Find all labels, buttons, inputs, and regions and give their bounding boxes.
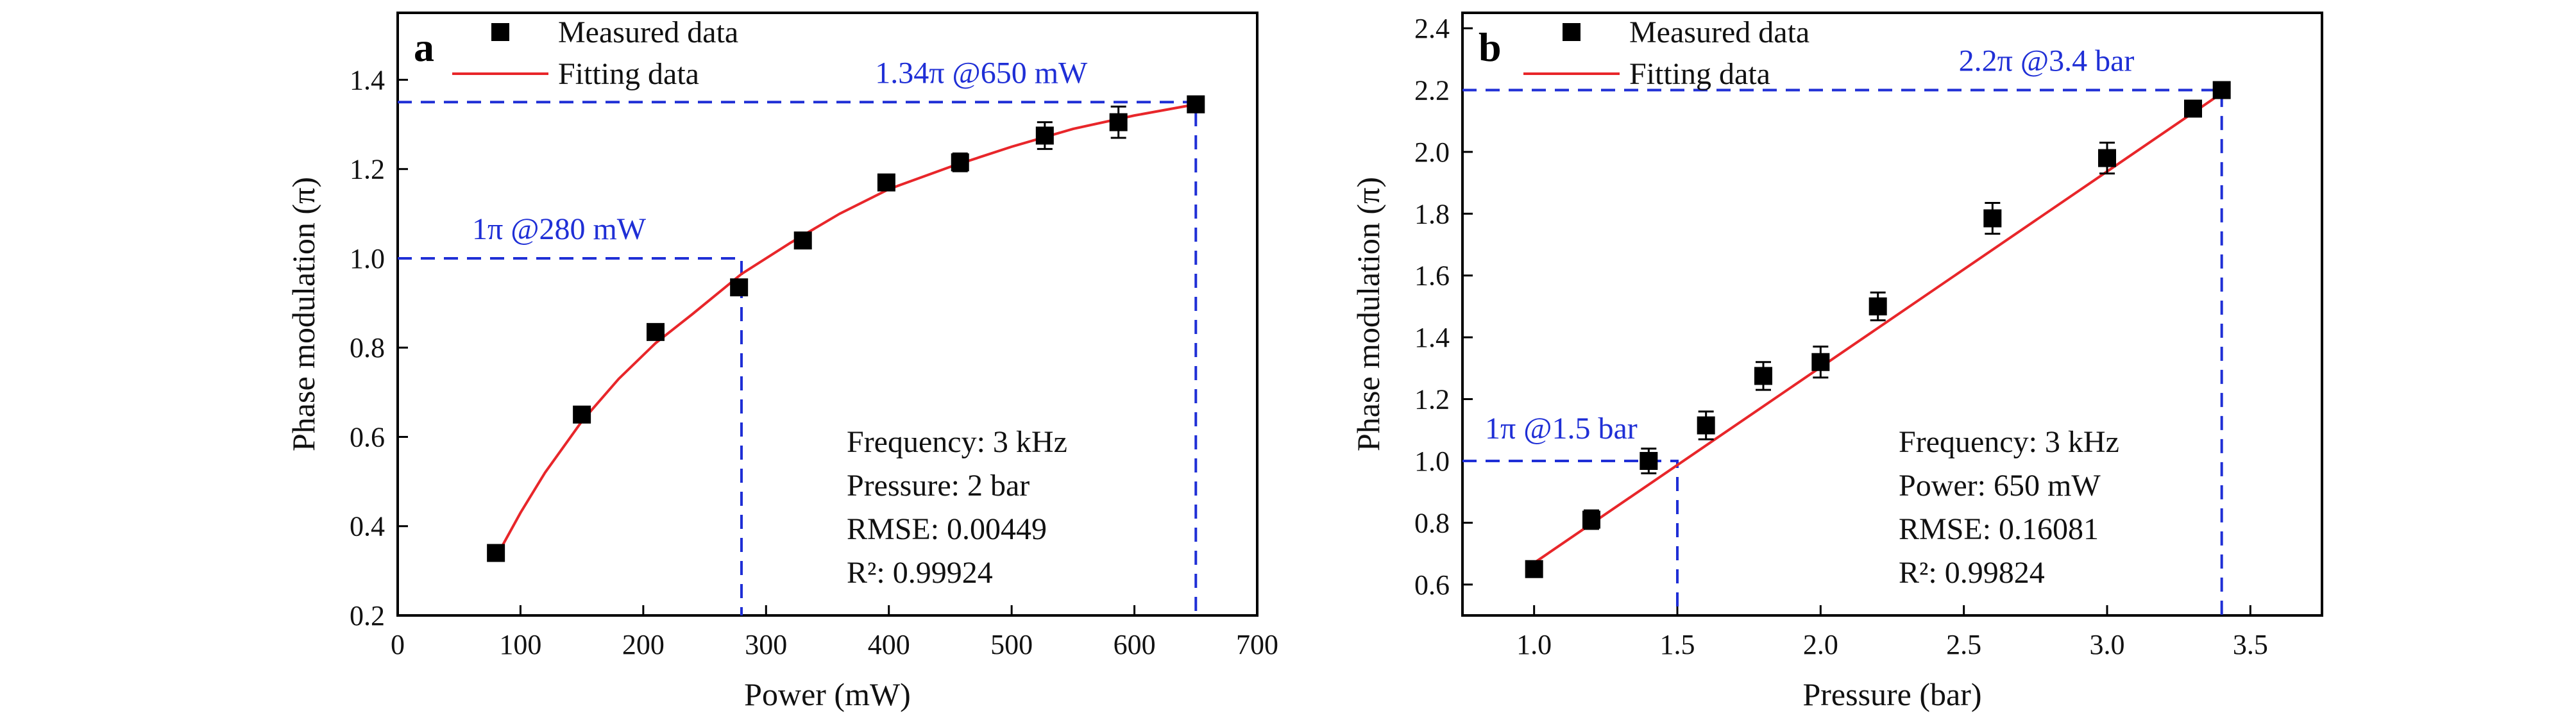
y-axis-title-b: Phase modulation (π) <box>1350 177 1386 451</box>
plot-frame-b <box>1461 12 2323 617</box>
y-axis-title-a: Phase modulation (π) <box>285 177 321 451</box>
x-tick-label-b: 3.5 <box>2233 629 2268 660</box>
y-tick-label-a: 1.2 <box>350 154 385 185</box>
guide-line-b <box>1462 88 2223 615</box>
data-point-a <box>793 231 812 250</box>
guide-line-a <box>398 101 1198 615</box>
note-line-a: Frequency: 3 kHz <box>847 425 1067 459</box>
data-point-a <box>1187 95 1205 113</box>
legend-label-fitting-a: Fitting data <box>558 57 699 91</box>
data-point-b <box>1525 560 1543 578</box>
data-point-b <box>1983 209 2002 228</box>
note-line-b: Power: 650 mW <box>1899 469 2101 503</box>
data-point-a <box>647 322 665 341</box>
note-line-b: RMSE: 0.16081 <box>1899 512 2099 546</box>
data-point-a <box>1109 113 1128 131</box>
y-tick-label-a: 1.4 <box>350 64 385 96</box>
legend-label-measured-b: Measured data <box>1629 15 1809 49</box>
data-point-b <box>1640 451 1658 470</box>
x-axis-title-b: Pressure (bar) <box>1802 676 1981 712</box>
panel-letter-a: a <box>414 24 434 70</box>
x-tick-label-b: 2.5 <box>1946 629 1981 660</box>
note-line-a: R²: 0.99924 <box>847 556 993 590</box>
data-point-b <box>2212 81 2231 99</box>
fit-line-a <box>495 103 1196 558</box>
legend-label-fitting-b: Fitting data <box>1629 57 1770 91</box>
y-tick-label-a: 0.6 <box>350 421 385 453</box>
annotation-b: 1π @1.5 bar <box>1485 412 1638 446</box>
data-point-b <box>1582 510 1600 529</box>
legend-marker-a <box>491 23 509 41</box>
x-tick-label-a: 200 <box>622 629 665 660</box>
data-point-b <box>2098 149 2116 167</box>
annotation-b: 2.2π @3.4 bar <box>1959 44 2135 78</box>
x-tick-label-a: 100 <box>499 629 541 660</box>
data-point-a <box>573 405 591 424</box>
note-line-b: R²: 0.99824 <box>1899 556 2045 590</box>
panel-letter-b: b <box>1479 24 1502 70</box>
y-tick-label-b: 2.4 <box>1414 13 1450 44</box>
y-tick-label-b: 0.8 <box>1414 507 1450 539</box>
x-tick-label-a: 500 <box>990 629 1033 660</box>
annotation-a: 1π @280 mW <box>472 212 647 246</box>
guide-line-a <box>398 256 743 615</box>
guide-line-b <box>1462 459 1679 615</box>
x-tick-label-a: 300 <box>745 629 787 660</box>
y-tick-label-b: 1.4 <box>1414 322 1450 353</box>
y-tick-label-a: 0.2 <box>350 600 385 631</box>
note-line-b: Frequency: 3 kHz <box>1899 425 2119 459</box>
data-point-a <box>951 153 969 172</box>
y-tick-label-b: 0.6 <box>1414 569 1450 601</box>
fit-line-b <box>1533 92 2223 564</box>
x-axis-title-a: Power (mW) <box>744 676 911 712</box>
y-tick-label-b: 2.0 <box>1414 137 1450 168</box>
y-tick-label-b: 1.2 <box>1414 384 1450 415</box>
data-point-a <box>487 544 505 562</box>
data-point-b <box>1754 367 1772 385</box>
y-tick-label-a: 0.4 <box>350 511 385 542</box>
x-tick-label-a: 0 <box>391 629 405 660</box>
y-tick-label-b: 1.8 <box>1414 198 1450 230</box>
y-tick-label-b: 1.6 <box>1414 260 1450 292</box>
y-tick-label-a: 1.0 <box>350 243 385 274</box>
data-point-a <box>877 173 895 192</box>
legend-marker-b <box>1563 23 1580 41</box>
note-line-a: RMSE: 0.00449 <box>847 512 1047 546</box>
x-tick-label-b: 1.5 <box>1660 629 1695 660</box>
data-point-b <box>1697 416 1715 435</box>
y-tick-label-b: 2.2 <box>1414 75 1450 106</box>
y-tick-label-a: 0.8 <box>350 332 385 364</box>
legend-label-measured-a: Measured data <box>558 15 738 49</box>
x-tick-label-b: 1.0 <box>1516 629 1552 660</box>
data-point-a <box>730 278 749 297</box>
data-point-b <box>1811 353 1830 371</box>
plot-frame-a <box>396 12 1258 617</box>
x-tick-label-a: 600 <box>1114 629 1156 660</box>
x-tick-label-b: 3.0 <box>2090 629 2125 660</box>
x-tick-label-a: 700 <box>1236 629 1278 660</box>
data-point-b <box>1868 297 1887 315</box>
y-tick-label-b: 1.0 <box>1414 446 1450 477</box>
data-point-a <box>1035 126 1054 145</box>
annotation-a: 1.34π @650 mW <box>875 56 1088 90</box>
x-tick-label-a: 400 <box>868 629 910 660</box>
data-point-b <box>2184 99 2202 118</box>
x-tick-label-b: 2.0 <box>1803 629 1838 660</box>
note-line-a: Pressure: 2 bar <box>847 469 1030 503</box>
